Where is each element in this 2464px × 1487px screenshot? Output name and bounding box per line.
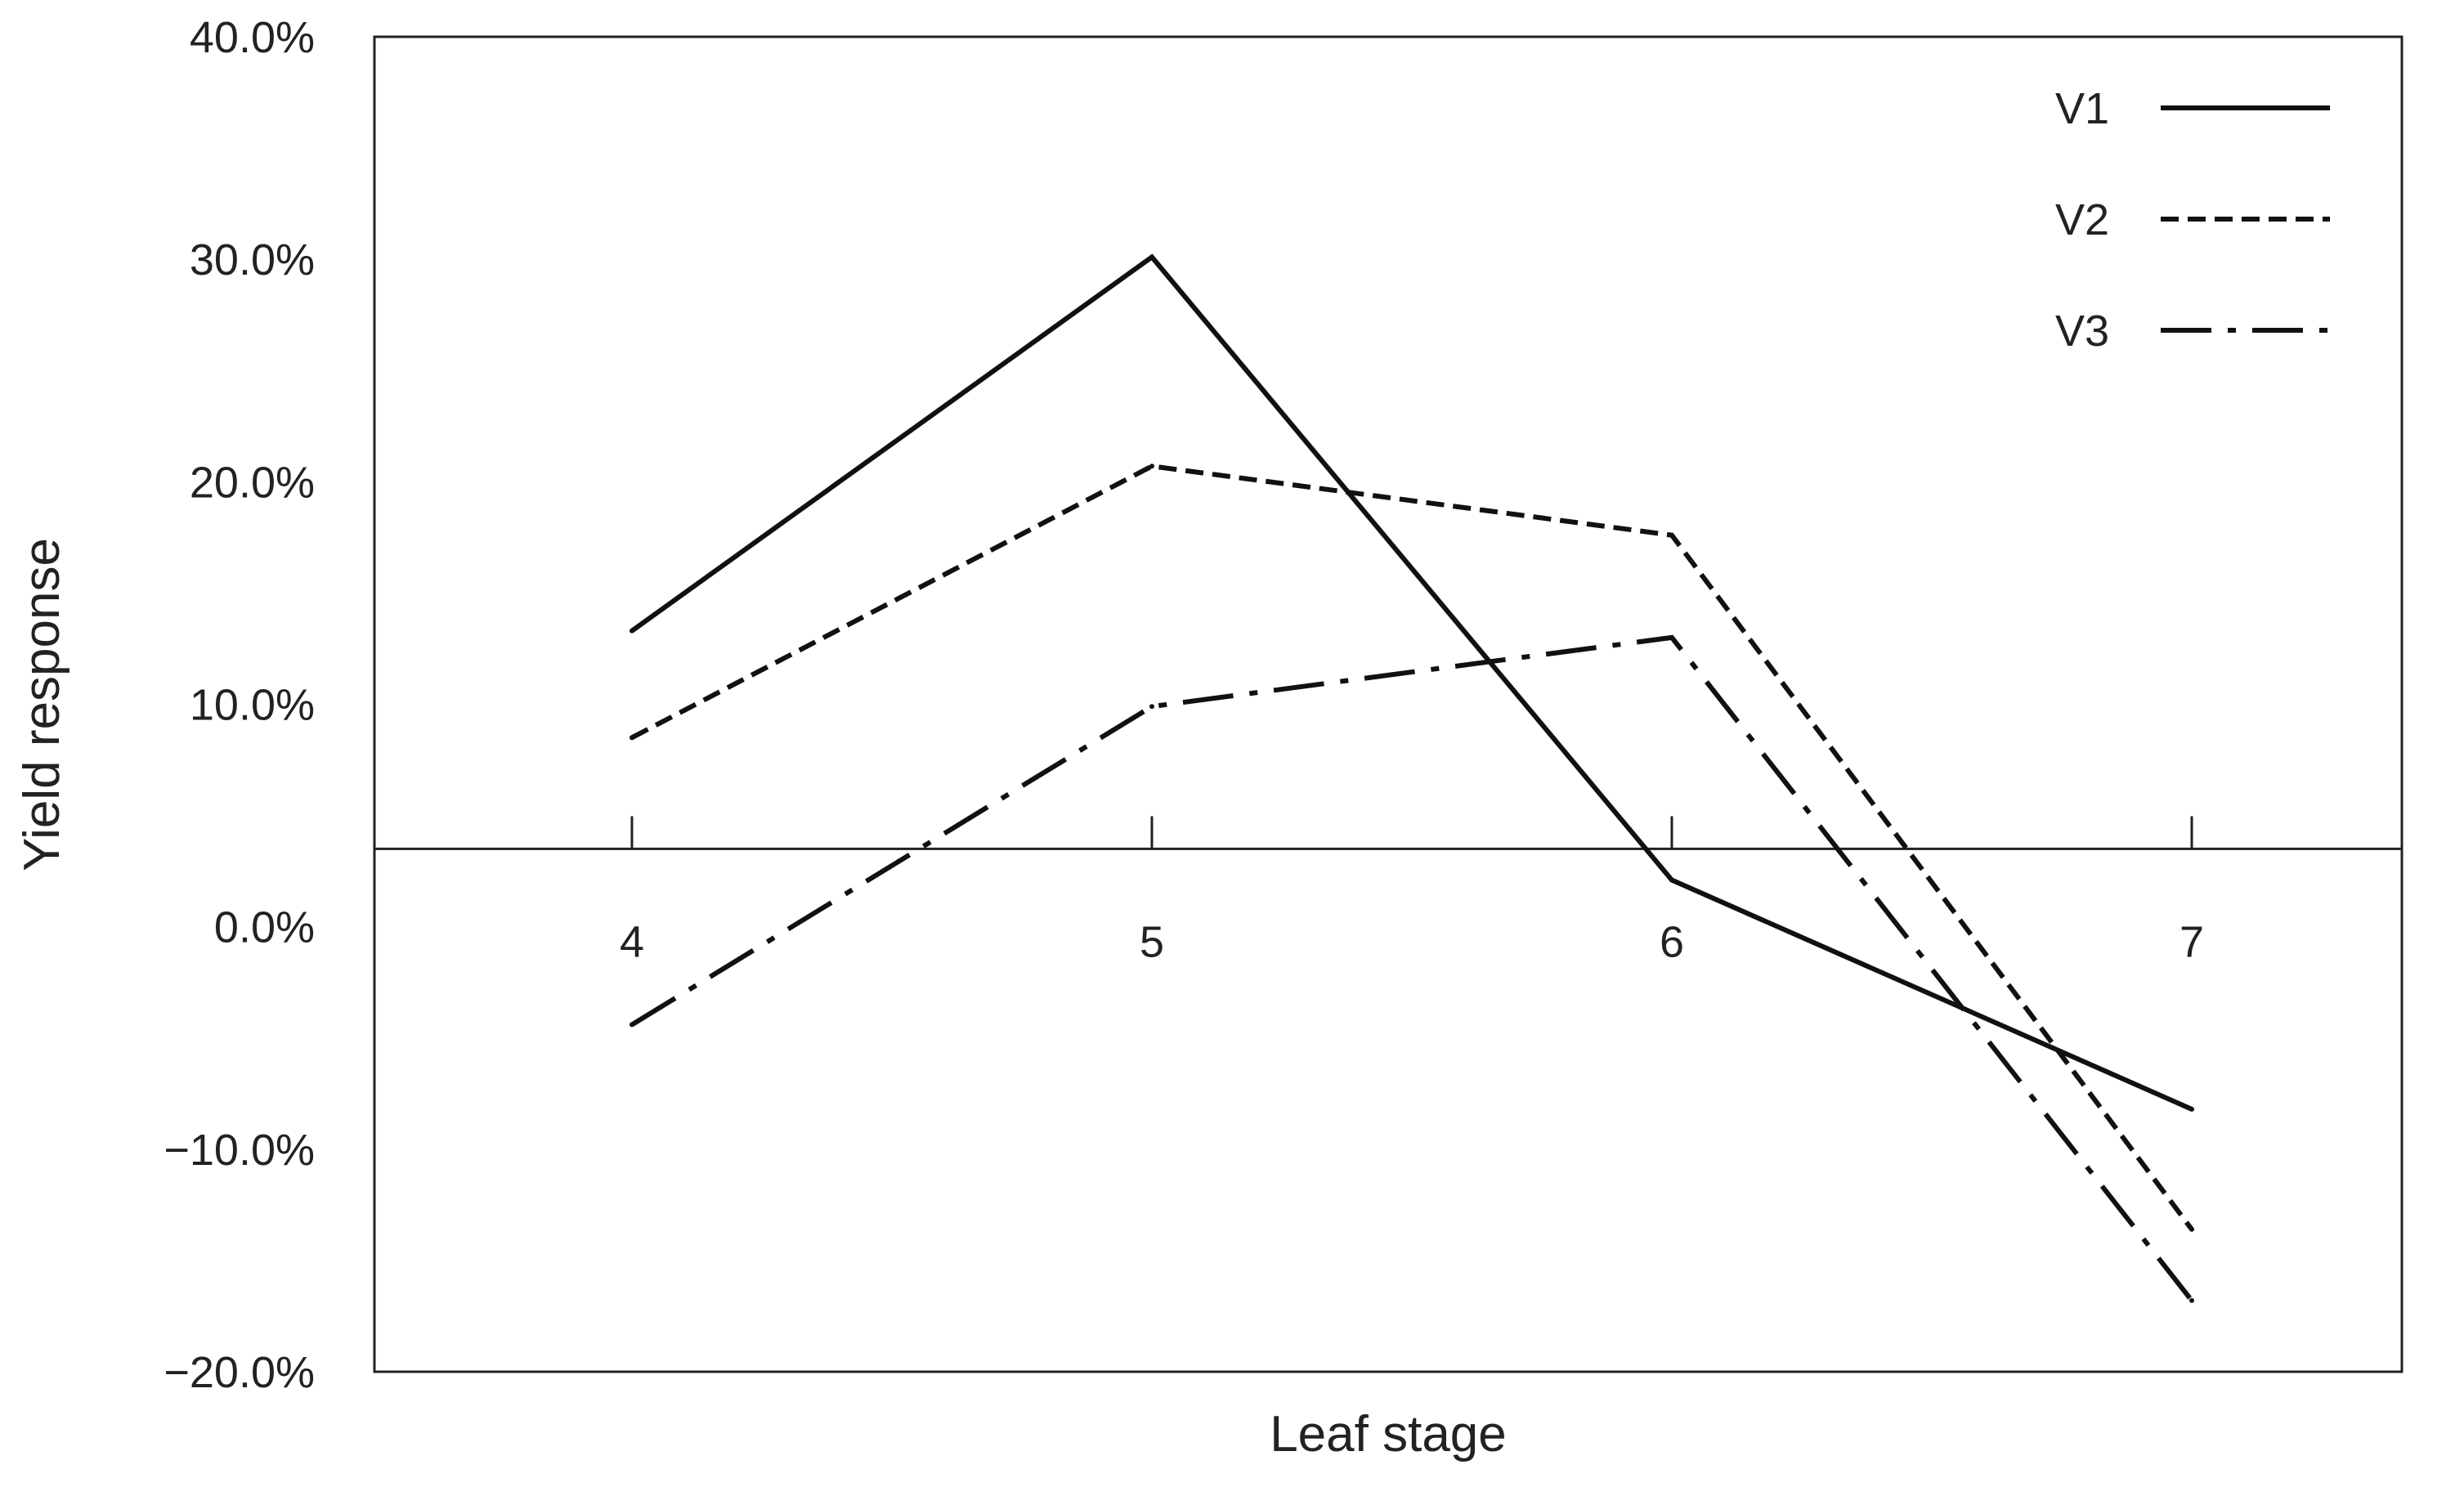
legend-label: V1 [2055,84,2109,133]
y-tick-label: 30.0% [190,235,315,284]
series-layer [629,253,2194,1303]
legend-label: V2 [2055,195,2109,244]
y-tick-label: −10.0% [164,1126,315,1175]
y-tick-label: 40.0% [190,13,315,62]
plot-frame [373,35,2404,1373]
legend: V1 V2 V3 [2055,84,2330,356]
x-axis-title: Leaf stage [1270,1406,1507,1462]
data-point-v1 [1149,254,1154,260]
y-tick-label: 20.0% [190,458,315,507]
series-line-v2 [630,464,2194,1231]
data-point-v1 [1669,877,1674,883]
y-tick-label: −20.0% [164,1348,315,1397]
data-point-v1 [629,628,634,634]
y-tick-label: 0.0% [214,903,315,952]
x-tick-label: 7 [2180,917,2204,966]
data-point-v2 [1669,532,1674,538]
data-point-v2 [2189,1226,2194,1232]
series-line-v3 [630,634,2194,1302]
y-axis-ticks: 40.0% 30.0% 20.0% 10.0% 0.0% −10.0% −20.0% [164,13,315,1397]
data-point-v3 [1669,634,1674,640]
y-axis-title: Yield response [14,538,70,871]
data-point-v2 [1149,464,1154,469]
data-point-v3 [1149,704,1154,710]
x-tick-label: 6 [1660,917,1684,966]
x-axis-ticks: 4 5 6 7 [620,816,2204,966]
data-point-v2 [629,735,634,741]
x-tick-label: 4 [620,917,644,966]
legend-label: V3 [2055,307,2109,356]
data-point-v3 [629,1022,634,1028]
data-point-v3 [2189,1297,2194,1303]
x-tick-label: 5 [1140,917,1164,966]
data-point-v1 [2189,1106,2194,1112]
y-tick-label: 10.0% [190,681,315,730]
series-line-v1 [630,253,2193,1112]
